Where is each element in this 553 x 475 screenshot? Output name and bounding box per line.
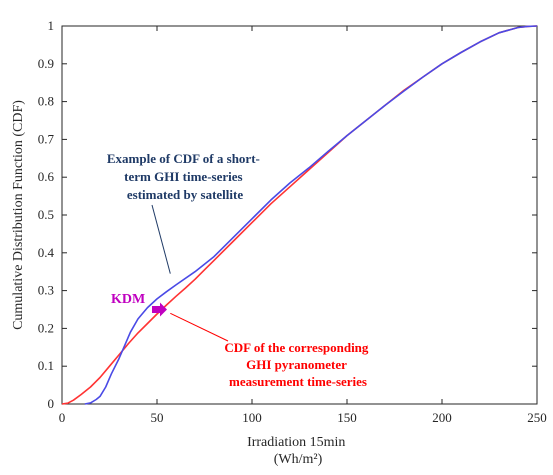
y-tick-label: 0.7 (38, 131, 55, 146)
x-tick-label: 200 (432, 410, 452, 425)
satellite-cdf-line (84, 25, 538, 405)
x-axis-title-line-2: (Wh/m²) (274, 452, 323, 467)
y-tick-label: 0.3 (38, 283, 54, 298)
satellite-annotation-line-3: estimated by satellite (127, 187, 243, 202)
pyranometer-annotation-line-3: measurement time-series (229, 374, 367, 389)
x-tick-label: 150 (337, 410, 357, 425)
x-tick-label: 100 (242, 410, 262, 425)
y-tick-label: 0.9 (38, 56, 54, 71)
y-tick-label: 0.1 (38, 358, 54, 373)
satellite-annotation-pointer (151, 204, 171, 274)
pyranometer-annotation-pointer (170, 312, 229, 342)
pyranometer-annotation-line-1: CDF of the corresponding (224, 340, 369, 355)
x-axis-title: Irradiation 15min (Wh/m²) (247, 435, 349, 467)
axis-ticks: 0 50 100 150 200 250 0 0.1 0.2 0.3 0.4 0.5 0.6 0.7 0.8… (38, 18, 547, 425)
satellite-annotation: Example of CDF of a short- term GHI time… (107, 151, 263, 202)
x-tick-label: 50 (151, 410, 164, 425)
y-tick-label: 0 (48, 396, 55, 411)
plot-area (61, 25, 538, 405)
pyranometer-annotation: CDF of the corresponding GHI pyranometer… (224, 340, 371, 389)
x-tick-label: 250 (527, 410, 547, 425)
satellite-annotation-line-2: term GHI time-series (124, 169, 242, 184)
y-tick-label: 1 (48, 18, 55, 33)
pyranometer-annotation-line-2: GHI pyranometer (246, 357, 347, 372)
kdm-arrow-icon (152, 302, 167, 317)
kdm-label: KDM (111, 292, 145, 307)
series-layer (61, 25, 538, 405)
x-tick-label: 0 (59, 410, 66, 425)
annotation-layer: Example of CDF of a short- term GHI time… (107, 151, 371, 389)
y-tick-label: 0.6 (38, 169, 55, 184)
y-tick-label: 0.2 (38, 320, 54, 335)
x-axis-title-line-1: Irradiation 15min (247, 435, 345, 450)
y-tick-label: 0.5 (38, 207, 54, 222)
y-tick-label: 0.8 (38, 94, 54, 109)
satellite-annotation-line-1: Example of CDF of a short- (107, 151, 260, 166)
y-axis-title: Cumulative Distribution Function (CDF) (11, 100, 26, 330)
y-tick-label: 0.4 (38, 245, 55, 260)
